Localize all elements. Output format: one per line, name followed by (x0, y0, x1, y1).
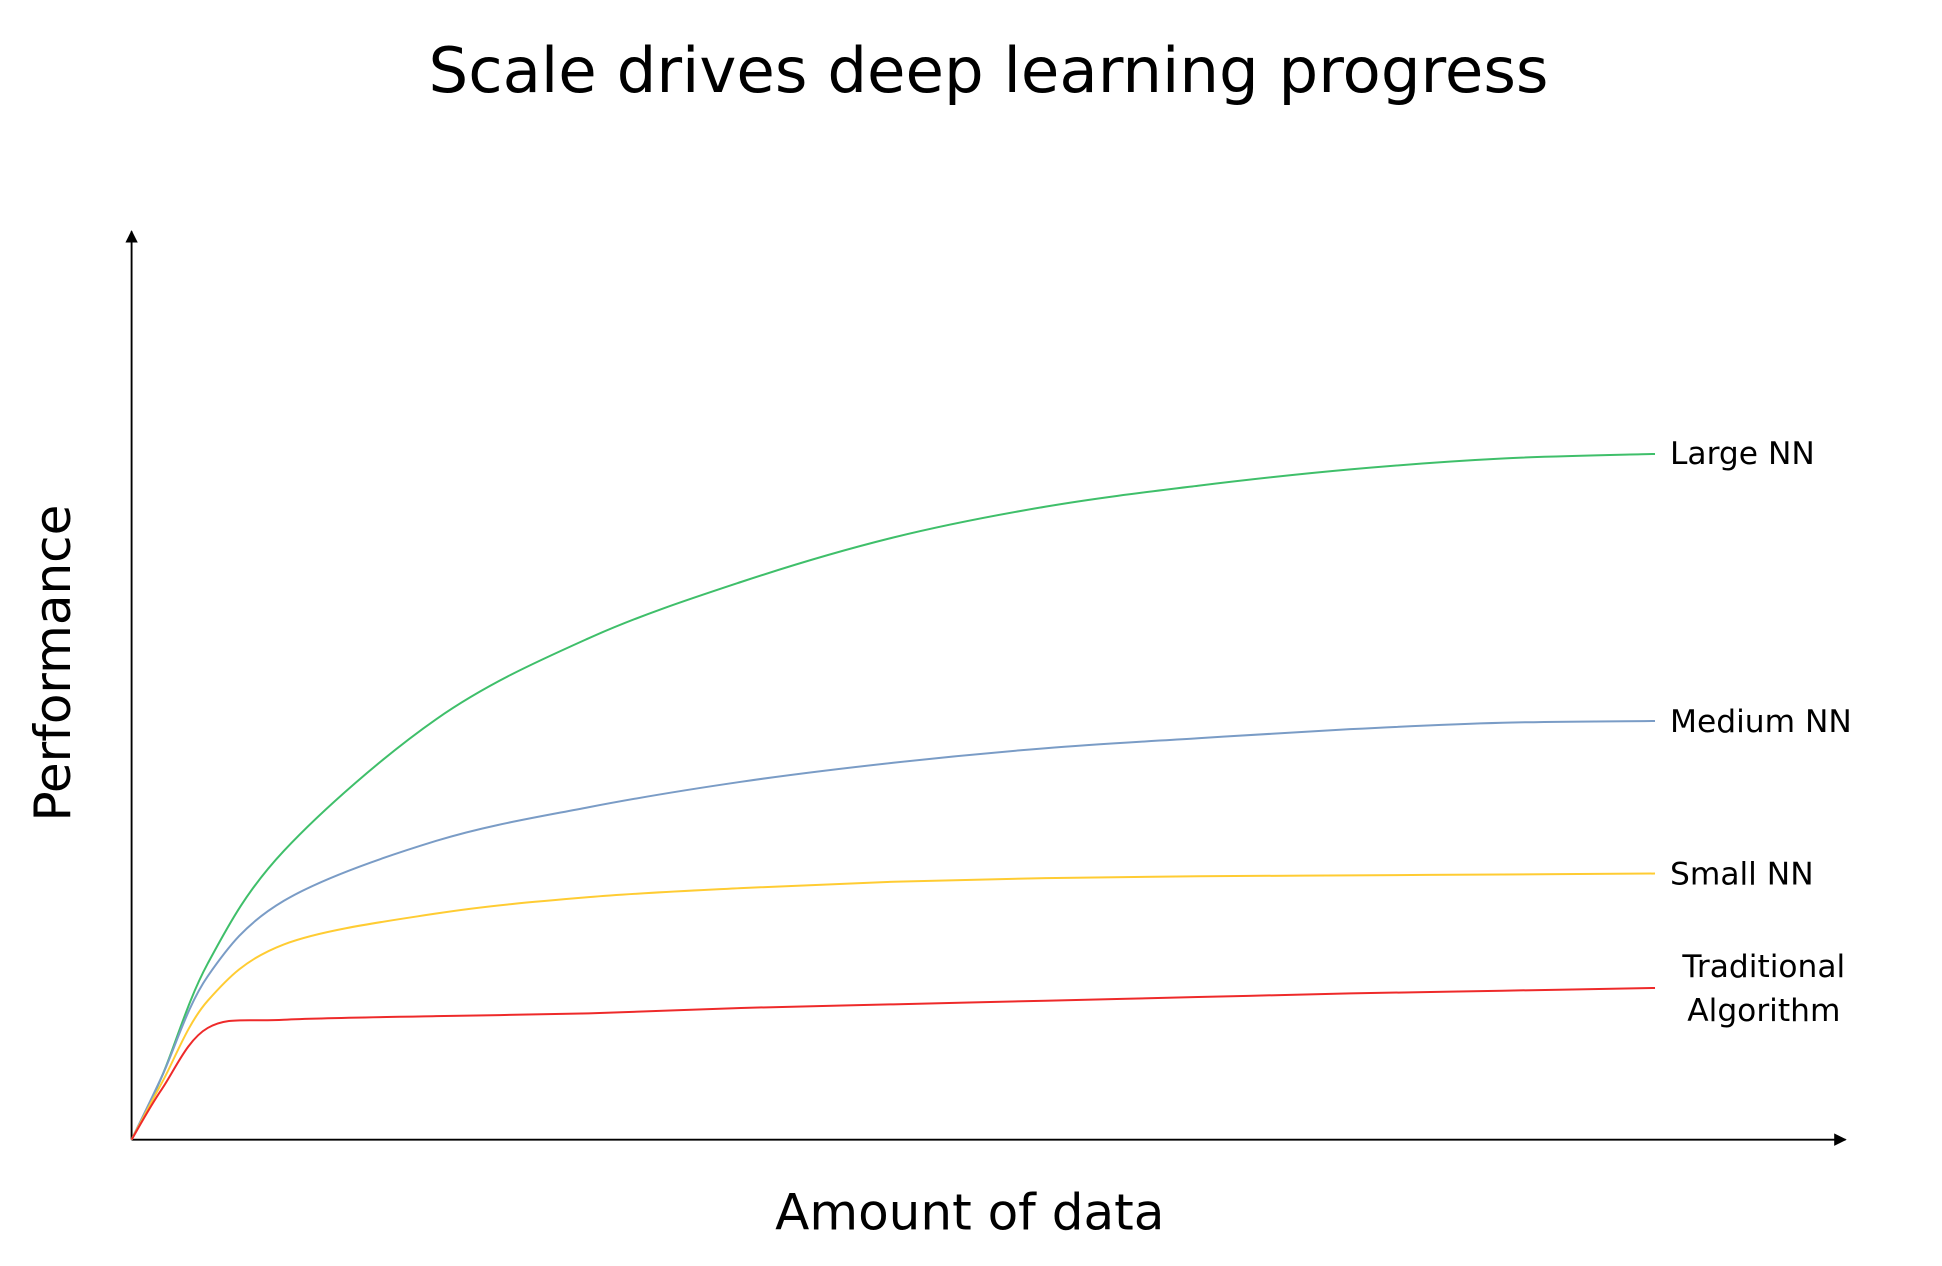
series-label: Large NN (1670, 435, 1815, 473)
series-label: Small NN (1670, 855, 1814, 892)
series-label-box: Large NN (1670, 435, 1815, 473)
chart-title: Scale drives deep learning progress (429, 34, 1549, 107)
series-label: Medium NN (1670, 702, 1852, 740)
series-label-box: Medium NN (1670, 702, 1852, 740)
series-line (130, 986, 1656, 1141)
series-label: Traditional Algorithm (1682, 947, 1846, 1028)
series-label-box: Traditional Algorithm (1682, 947, 1846, 1028)
x-axis-label: Amount of data (775, 1183, 1164, 1241)
series-line (130, 719, 1656, 1141)
y-axis-label: Performance (24, 505, 82, 822)
series-line (130, 872, 1656, 1141)
series-label-box: Small NN (1670, 855, 1814, 892)
series-line (130, 452, 1656, 1141)
